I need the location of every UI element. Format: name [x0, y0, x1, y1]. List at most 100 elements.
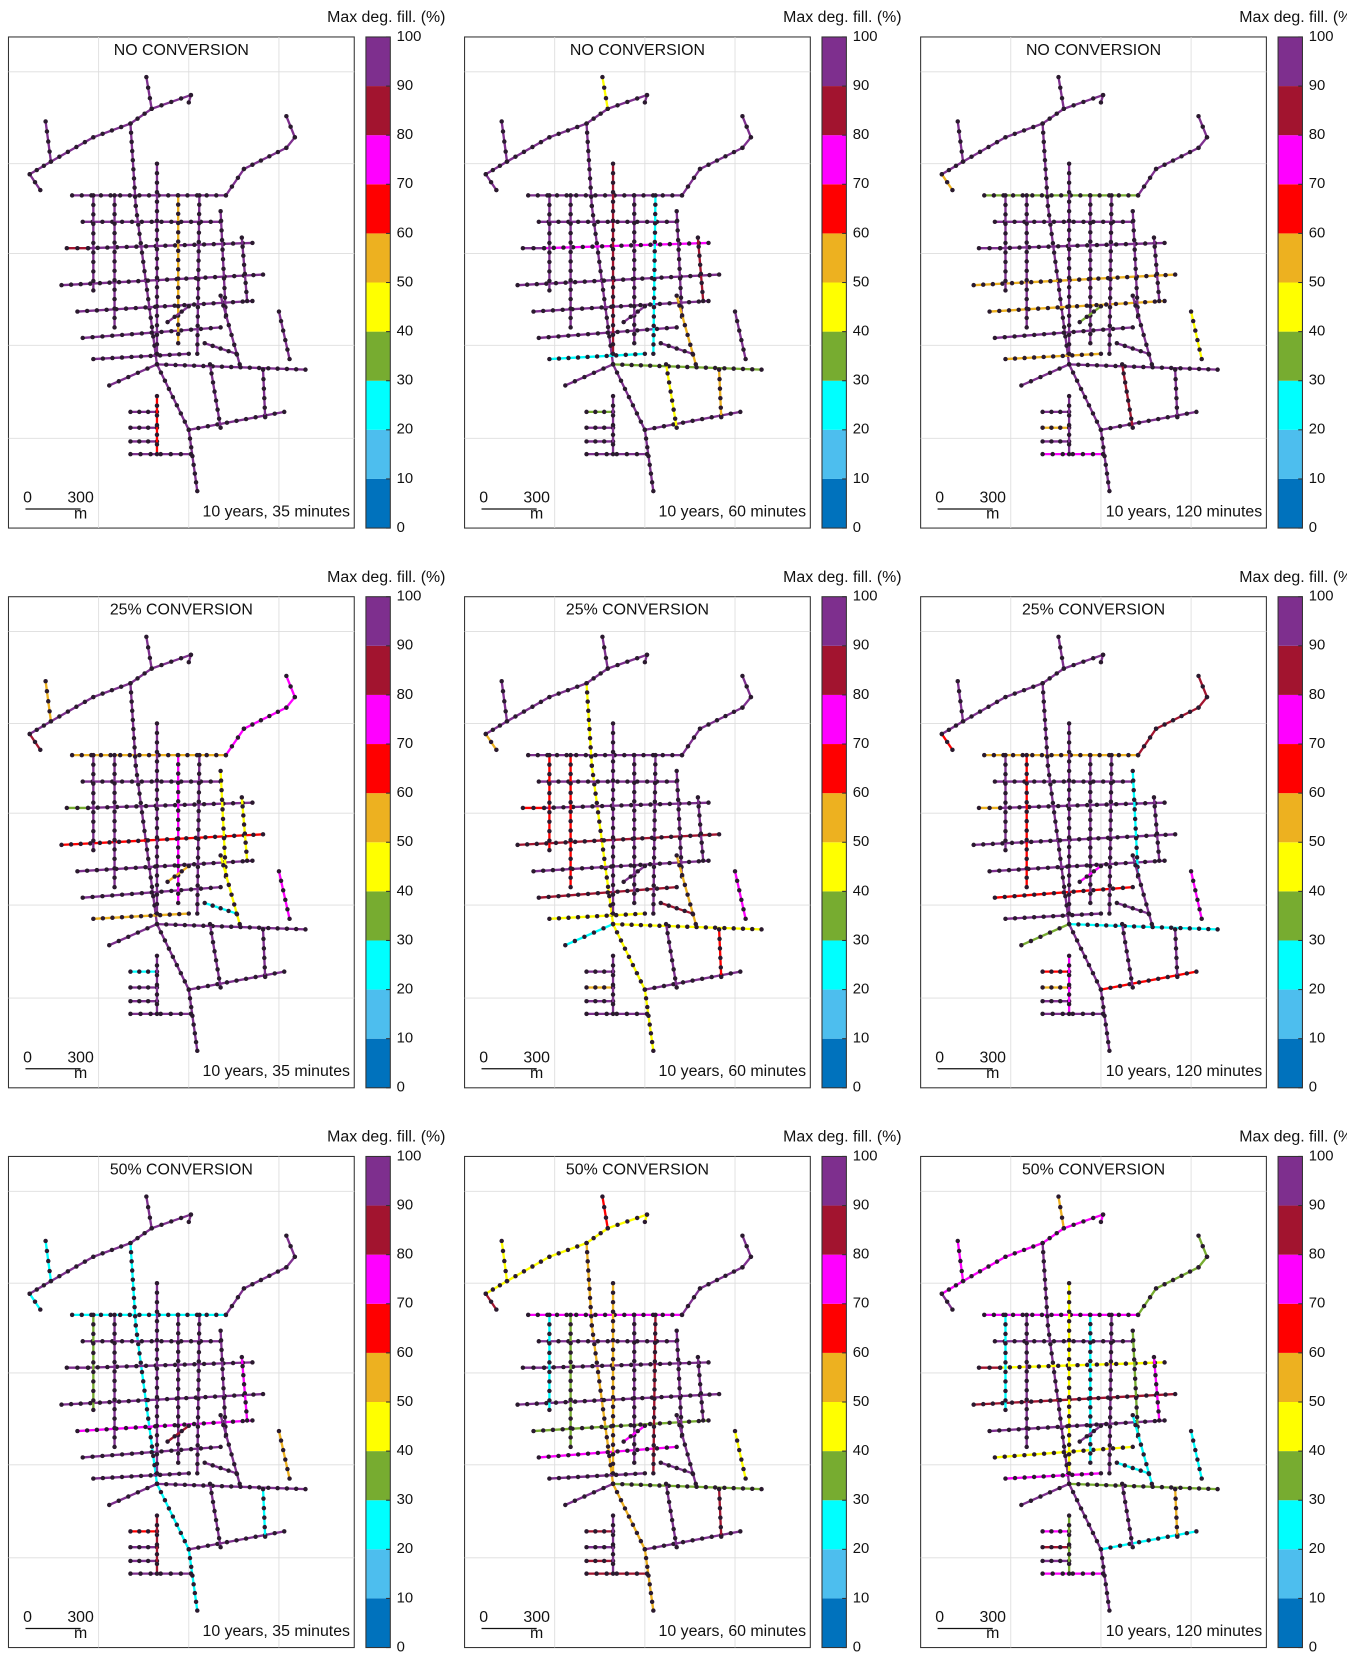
node: [526, 1313, 530, 1317]
node: [1067, 266, 1071, 270]
node: [287, 1476, 291, 1480]
node: [590, 306, 594, 310]
node: [1108, 1434, 1112, 1438]
node: [513, 1274, 517, 1278]
node: [1061, 1012, 1065, 1016]
node: [75, 869, 79, 873]
node: [1205, 1255, 1209, 1259]
node: [1109, 772, 1113, 776]
node: [133, 195, 137, 199]
node: [261, 1487, 265, 1491]
node: [588, 745, 592, 749]
node: [159, 663, 163, 667]
node: [209, 220, 213, 224]
node: [140, 1451, 144, 1455]
node: [163, 304, 167, 308]
node: [1058, 1205, 1062, 1209]
node: [128, 193, 132, 197]
node: [1146, 978, 1150, 982]
node: [737, 888, 741, 892]
node: [1178, 926, 1182, 930]
node: [639, 979, 643, 983]
node: [1011, 193, 1015, 197]
colorbar-tick-label: 30: [397, 1492, 414, 1508]
node: [1067, 333, 1071, 337]
node: [547, 1332, 551, 1336]
node: [611, 922, 615, 926]
colorbar-tick-label: 100: [397, 589, 422, 605]
node: [91, 1313, 95, 1317]
node: [554, 281, 558, 285]
node: [971, 1402, 975, 1406]
node: [503, 149, 507, 153]
node: [129, 1474, 133, 1478]
node: [139, 801, 143, 805]
node: [218, 1466, 222, 1470]
node: [1061, 316, 1065, 320]
node: [1053, 260, 1057, 264]
node: [1011, 753, 1015, 757]
node: [128, 753, 132, 757]
node: [144, 1194, 148, 1198]
node: [234, 1471, 238, 1475]
node: [242, 1286, 246, 1290]
node: [196, 1397, 200, 1401]
node: [561, 805, 565, 809]
node: [501, 689, 505, 693]
node: [632, 323, 636, 327]
node: [197, 202, 201, 206]
node: [99, 1313, 103, 1317]
node: [546, 895, 550, 899]
node: [593, 1545, 597, 1549]
node: [1174, 396, 1178, 400]
node: [1108, 1397, 1112, 1401]
node: [573, 1499, 577, 1503]
node: [699, 272, 703, 276]
colorbar-band: [822, 86, 846, 135]
colorbar-band: [822, 37, 846, 86]
node: [1046, 804, 1050, 808]
node: [704, 365, 708, 369]
node: [1081, 329, 1085, 333]
node: [600, 244, 604, 248]
node: [176, 1405, 180, 1409]
node: [1048, 930, 1052, 934]
colorbar-tick-label: 40: [1309, 1443, 1326, 1459]
colorbar-band: [822, 184, 846, 233]
node: [611, 1012, 615, 1016]
colorbar-band: [366, 1353, 390, 1402]
node: [1157, 859, 1161, 863]
node: [288, 1244, 292, 1248]
node: [723, 154, 727, 158]
node: [1003, 241, 1007, 245]
node: [1139, 883, 1143, 887]
node: [611, 238, 615, 242]
node: [112, 1350, 116, 1354]
node: [1104, 923, 1108, 927]
node: [126, 1494, 130, 1498]
scale-label: 0: [935, 1049, 944, 1066]
node: [288, 684, 292, 688]
node: [130, 1268, 134, 1272]
colorbar-tick-label: 50: [853, 274, 870, 290]
node: [229, 333, 233, 337]
node: [668, 389, 672, 393]
node: [187, 987, 191, 991]
node: [1205, 695, 1209, 699]
node: [1175, 1525, 1179, 1529]
node: [1024, 221, 1028, 225]
node: [137, 193, 141, 197]
node: [107, 1503, 111, 1507]
node: [155, 1482, 159, 1486]
node: [1111, 1446, 1115, 1450]
node: [69, 1402, 73, 1406]
node: [1144, 343, 1148, 347]
node: [91, 695, 95, 699]
node: [250, 1282, 254, 1286]
node: [1188, 150, 1192, 154]
node: [1197, 907, 1201, 911]
node: [236, 176, 240, 180]
node: [1024, 828, 1028, 832]
colorbar-band: [1278, 1206, 1302, 1255]
node: [1132, 1367, 1136, 1371]
